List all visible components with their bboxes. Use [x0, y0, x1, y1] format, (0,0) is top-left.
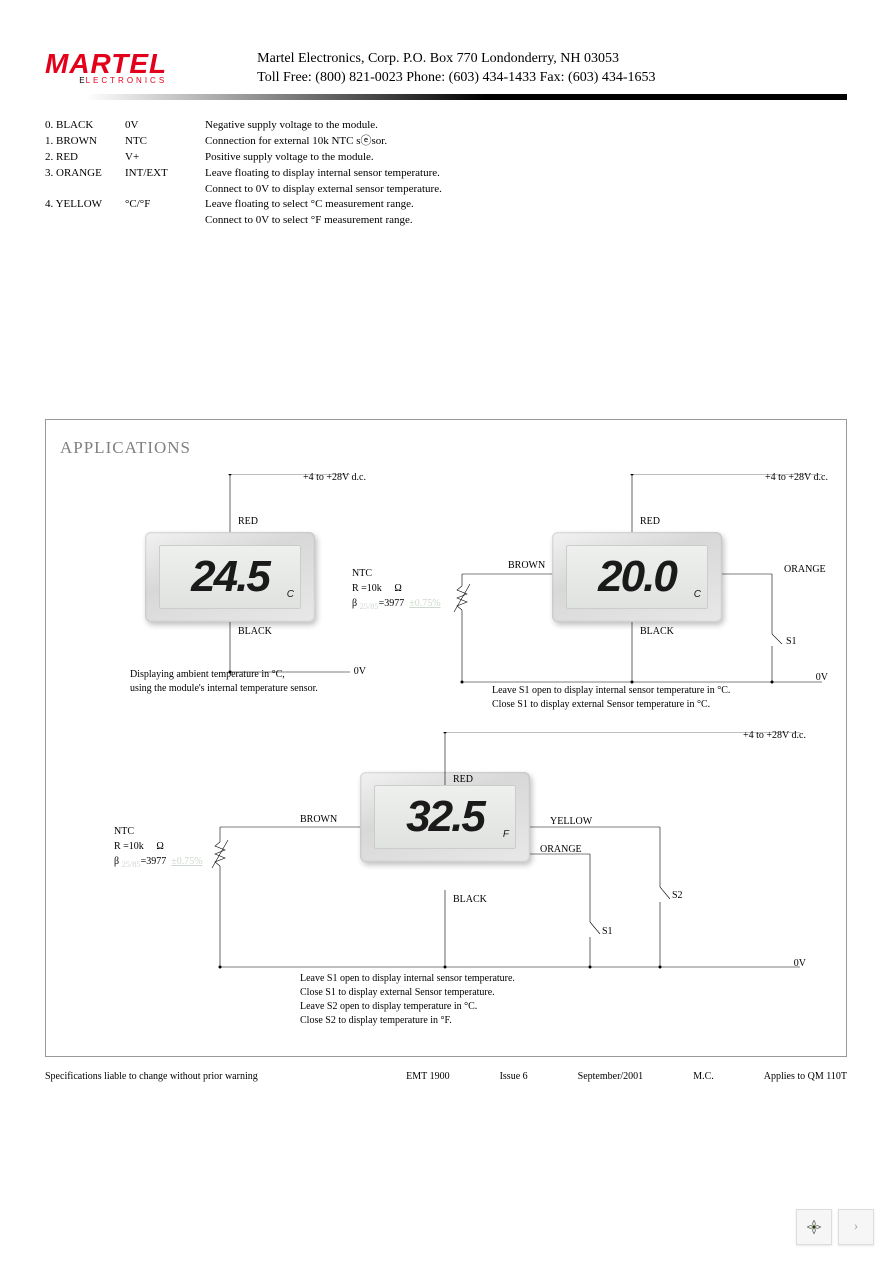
diagram-1: +4 to +28V d.c. RED 24.5 C BLACK 0V Disp… [60, 514, 370, 712]
label-orange-3: ORANGE [540, 844, 582, 855]
header-block: MARTEL ELECTRONICS Martel Electronics, C… [45, 40, 847, 88]
company-address: Martel Electronics, Corp. P.O. Box 770 L… [257, 40, 655, 88]
lcd-module-3: 32.5 F [360, 772, 530, 862]
lcd-value-3: 32.5 [406, 786, 484, 848]
diagram-3: +4 to +28V d.c. RED BROWN YELLOW ORANGE … [100, 772, 820, 1028]
ntc-info-2: NTC R =10k Ω β 25/85=3977 ±0.75% [352, 566, 452, 613]
label-s1-2: S1 [786, 636, 797, 647]
footer-initials: M.C. [693, 1071, 714, 1082]
label-black-2: BLACK [640, 626, 674, 637]
label-red-3: RED [453, 774, 473, 785]
footer-applies: Applies to QM 110T [764, 1071, 847, 1082]
lcd-screen-2: 20.0 C [566, 545, 708, 609]
diagram-2: +4 to +28V d.c. RED BROWN ORANGE NTC R =… [402, 514, 832, 712]
page-footer: Specifications liable to change without … [45, 1071, 847, 1082]
footer-date: September/2001 [578, 1071, 644, 1082]
viewer-nav: › [796, 1209, 874, 1245]
footer-doc: EMT 1900 [406, 1071, 449, 1082]
company-logo: MARTEL ELECTRONICS [45, 48, 167, 85]
prev-page-button[interactable] [796, 1209, 832, 1245]
label-yellow-3: YELLOW [550, 816, 592, 827]
label-black-3: BLACK [453, 894, 487, 905]
footer-disclaimer: Specifications liable to change without … [45, 1071, 356, 1082]
lcd-unit-2: C [694, 589, 701, 600]
label-0v-2: 0V [816, 672, 828, 683]
address-line-1: Martel Electronics, Corp. P.O. Box 770 L… [257, 50, 655, 69]
label-red-2: RED [640, 516, 660, 527]
lcd-module-1: 24.5 C [145, 532, 315, 622]
lcd-module-2: 20.0 C [552, 532, 722, 622]
address-line-2: Toll Free: (800) 821-0023 Phone: (603) 4… [257, 69, 655, 88]
pin-description-table: 0. BLACK 0V Negative supply voltage to t… [45, 118, 847, 230]
lcd-value-2: 20.0 [598, 546, 676, 608]
next-page-button[interactable]: › [838, 1209, 874, 1245]
footer-issue: Issue 6 [500, 1071, 528, 1082]
label-s2-3: S2 [672, 890, 683, 901]
label-red: RED [238, 516, 258, 527]
ntc-info-3: NTC R =10k Ω β 25/85=3977 ±0.75% [114, 824, 214, 871]
label-0v: 0V [354, 666, 366, 677]
label-vsupply-2: +4 to +28V d.c. [765, 472, 828, 483]
lcd-screen-1: 24.5 C [159, 545, 301, 609]
chevron-right-icon: › [854, 1219, 859, 1235]
lcd-screen-3: 32.5 F [374, 785, 516, 849]
flower-icon [804, 1217, 824, 1237]
applications-title: APPLICATIONS [60, 438, 832, 458]
label-brown-3: BROWN [300, 814, 337, 825]
label-0v-3: 0V [794, 958, 806, 969]
label-vsupply-3: +4 to +28V d.c. [743, 730, 806, 741]
label-orange-2: ORANGE [784, 564, 826, 575]
lcd-unit-3: F [503, 829, 509, 840]
label-black: BLACK [238, 626, 272, 637]
label-brown-2: BROWN [508, 560, 545, 571]
lcd-unit-1: C [287, 589, 294, 600]
header-rule [45, 94, 847, 100]
lcd-value-1: 24.5 [191, 546, 269, 608]
applications-section: APPLICATIONS +4 to +28V d.c. RED [45, 419, 847, 1057]
label-vsupply: +4 to +28V d.c. [303, 472, 366, 483]
label-s1-3: S1 [602, 926, 613, 937]
